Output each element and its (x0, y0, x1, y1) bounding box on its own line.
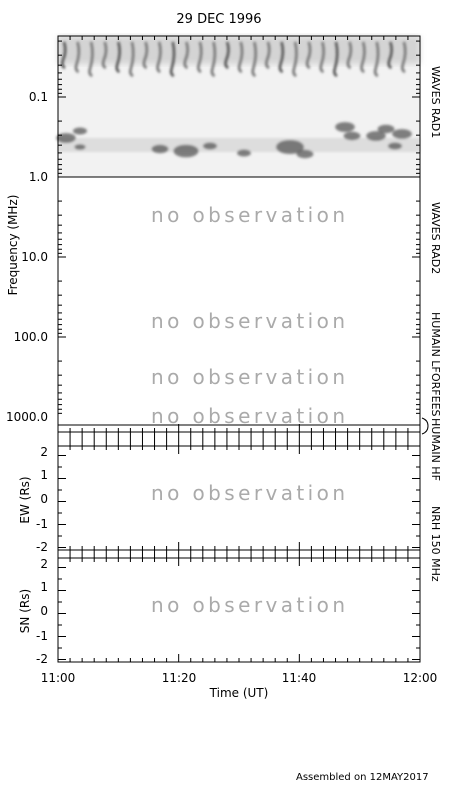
no-observation-rad2: no observation (151, 203, 345, 227)
sn-tick-label-1: 1 (40, 580, 48, 594)
burst-blob (56, 133, 76, 143)
burst-streak (169, 41, 176, 78)
no-observation-sn: no observation (151, 593, 345, 617)
burst-streak (265, 41, 271, 70)
burst-streak (346, 41, 353, 70)
burst-streak (237, 41, 244, 74)
burst-blob (173, 144, 199, 158)
no-observation-orfees: no observation (151, 365, 345, 389)
burst-streak (292, 41, 298, 78)
label-waves-rad2: WAVES RAD2 (429, 202, 442, 274)
burst-streak (319, 41, 325, 74)
spectrogram-image (56, 36, 420, 177)
label-humain-lf: HUMAIN LF (429, 312, 442, 373)
x-tick-label-1100: 11:00 (41, 671, 76, 685)
burst-streak (305, 41, 312, 70)
y-ticks (58, 40, 420, 660)
sn-tick-label-0: 0 (40, 604, 48, 618)
y-tick-label-1000-0: 1000.0 (6, 410, 48, 424)
ew-tick-label-2: 2 (40, 445, 48, 459)
burst-blob (377, 124, 395, 134)
no-observation-humain-hf: no observation (151, 404, 345, 428)
burst-streak (210, 41, 217, 78)
burst-band (58, 138, 420, 152)
burst-streak (197, 41, 203, 74)
x-axis-label: Time (UT) (209, 686, 269, 700)
burst-streak (88, 41, 94, 78)
burst-streak (333, 41, 339, 78)
burst-streak (387, 41, 393, 70)
x-ticks (57, 36, 421, 662)
burst-blob (335, 122, 355, 132)
no-observation-ew: no observation (151, 481, 345, 505)
burst-streak (183, 41, 189, 70)
burst-blob (366, 131, 386, 141)
label-waves-rad1: WAVES RAD1 (429, 66, 442, 138)
burst-streak (251, 41, 257, 78)
x-tick-label-1120: 11:20 (162, 671, 197, 685)
burst-blob (276, 140, 304, 154)
burst-blob (237, 149, 251, 157)
burst-streak (101, 41, 108, 70)
burst-blob (151, 144, 169, 154)
label-nrh-150: NRH 150 MHz (429, 506, 442, 582)
burst-streak (360, 41, 366, 74)
sn-tick-label-m2: -2 (36, 652, 48, 666)
burst-blob (388, 142, 402, 150)
burst-streak (278, 41, 285, 74)
no-observation-humain-lf: no observation (151, 309, 345, 333)
burst-streak (61, 41, 67, 70)
burst-streak (142, 41, 149, 70)
sn-tick-label-m1: -1 (36, 629, 48, 643)
burst-blob (296, 149, 314, 159)
burst-blob (392, 129, 412, 139)
burst-streak (74, 41, 81, 74)
ew-tick-label-m2: -2 (36, 540, 48, 554)
x-tick-label-1200: 12:00 (403, 671, 438, 685)
burst-streak (373, 41, 380, 78)
burst-blob (203, 142, 217, 150)
ew-axis-label: EW (Rs) (18, 476, 32, 523)
label-humain-hf: HUMAIN HF (429, 418, 442, 481)
burst-streak (129, 41, 135, 78)
burst-streak (156, 41, 162, 74)
frequency-axis-label: Frequency (MHz) (6, 195, 20, 296)
label-orfees: ORFEES (429, 373, 442, 417)
x-tick-label-1140: 11:40 (282, 671, 317, 685)
y-tick-label-0-1: 0.1 (29, 90, 48, 104)
sn-axis-label: SN (Rs) (18, 589, 32, 633)
y-tick-label-100-0: 100.0 (14, 330, 48, 344)
burst-blob (343, 131, 361, 141)
y-tick-label-10-0: 10.0 (21, 250, 48, 264)
burst-blob (74, 144, 86, 150)
burst-blob (73, 127, 87, 135)
sn-tick-label-2: 2 (40, 557, 48, 571)
burst-streak (115, 41, 121, 74)
burst-streak (401, 41, 407, 74)
ew-tick-label-1: 1 (40, 468, 48, 482)
y-tick-label-1-0: 1.0 (29, 170, 48, 184)
assembled-date: Assembled on 12MAY2017 (296, 772, 429, 783)
ew-tick-label-0: 0 (40, 492, 48, 506)
burst-streak (224, 41, 230, 70)
ew-tick-label-m1: -1 (36, 517, 48, 531)
chart-title: 29 DEC 1996 (176, 12, 261, 27)
